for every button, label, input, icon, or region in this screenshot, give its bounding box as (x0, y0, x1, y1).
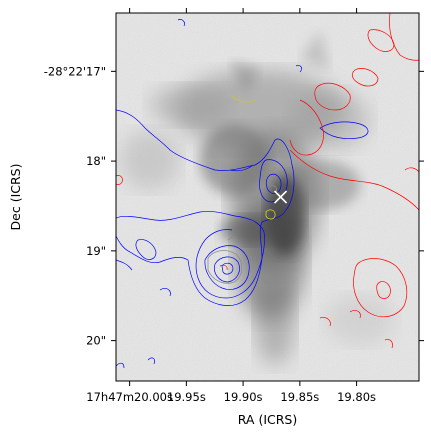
yellow-contours (231, 95, 276, 220)
x-tick-label: 19.95s (167, 390, 206, 404)
x-tick-label: 19.85s (280, 390, 319, 404)
x-axis-label: RA (ICRS) (238, 412, 298, 427)
x-tick-label: 19.80s (337, 390, 376, 404)
marker-x-0 (273, 190, 288, 204)
gray-contours (207, 185, 277, 284)
source-marker-x (273, 190, 288, 204)
blue-contours (116, 19, 369, 369)
background-image (116, 13, 419, 381)
y-axis-label: Dec (ICRS) (8, 164, 23, 231)
y-tick-label: 20" (86, 334, 106, 348)
y-tick-label: 19" (86, 244, 106, 258)
x-tick-label: 19.90s (224, 390, 263, 404)
x-tick-label: 17h47m20.00s (86, 390, 173, 404)
y-tick-label: 18" (86, 154, 106, 168)
y-tick-label: -28°22'17" (44, 64, 106, 78)
plot-frame (115, 12, 420, 382)
y-ticks: -28°22'17" 18" 19" 20" (44, 64, 424, 348)
red-contours (116, 13, 419, 349)
